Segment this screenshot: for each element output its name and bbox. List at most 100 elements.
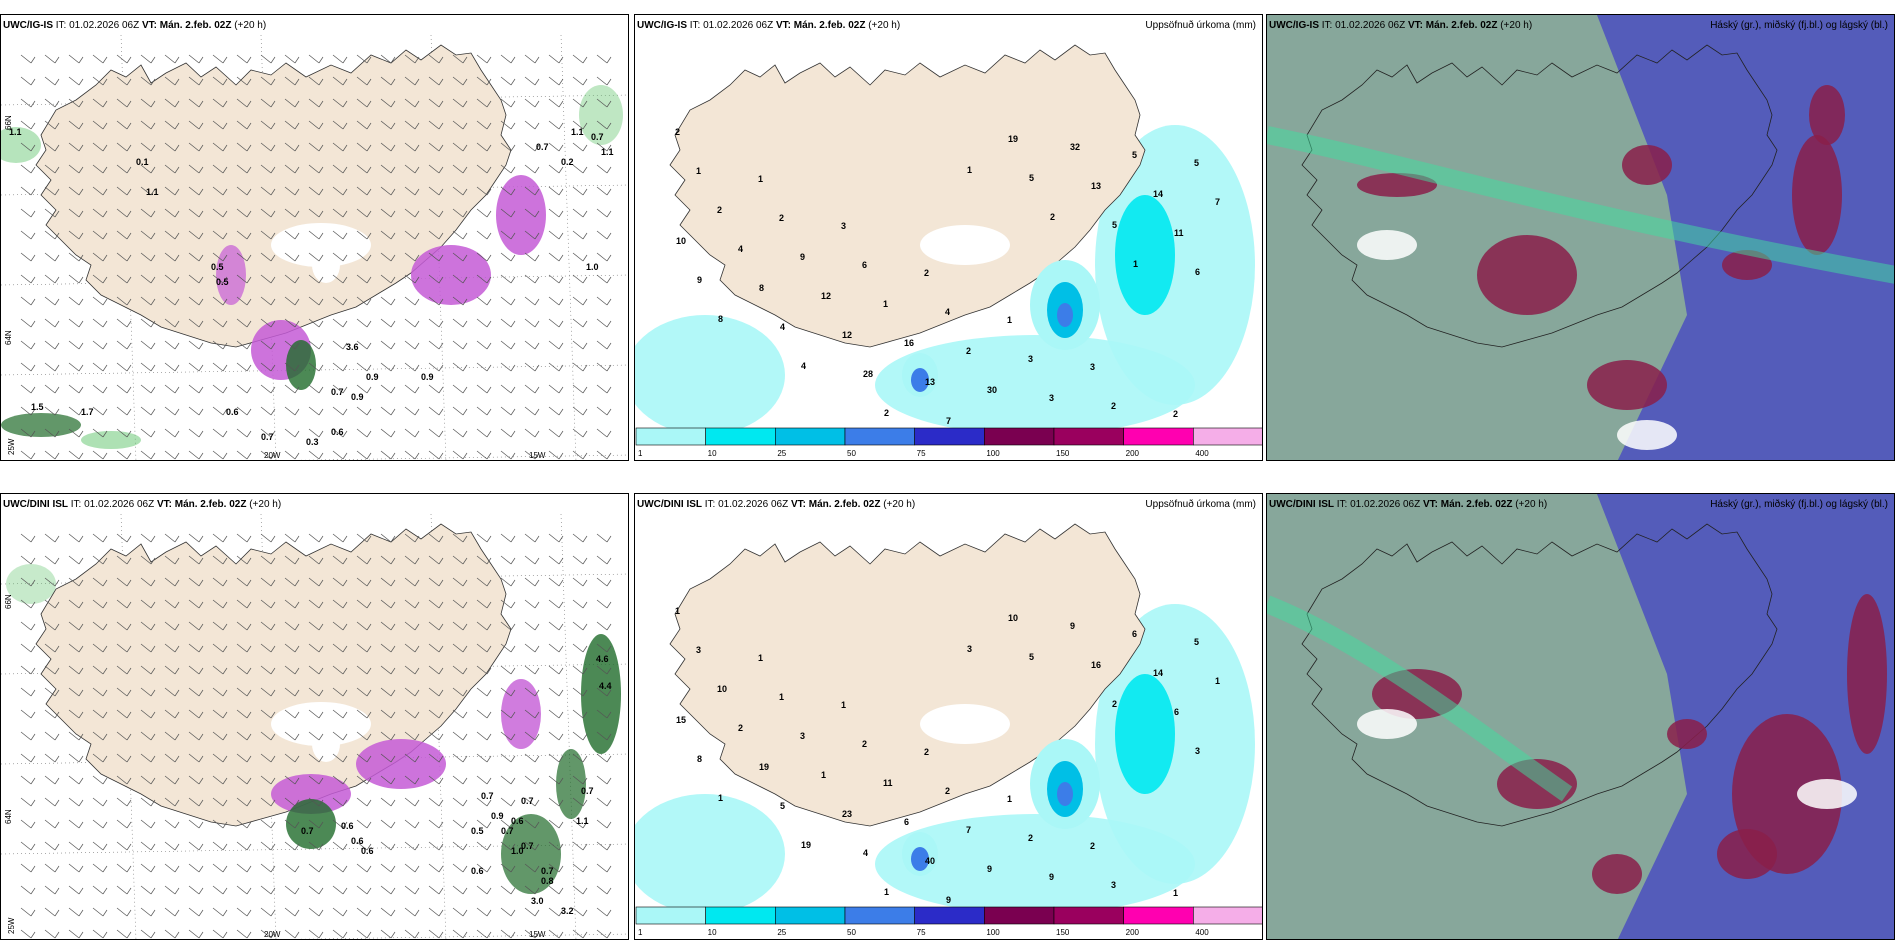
wind-barb xyxy=(140,577,156,587)
wind-barb xyxy=(548,687,564,697)
wind-barb xyxy=(44,929,60,939)
wind-barb xyxy=(380,406,396,416)
axis-label: 15W xyxy=(529,930,546,939)
wind-barb xyxy=(164,186,180,196)
accum-area xyxy=(875,814,1195,914)
precip-value-label: 0.9 xyxy=(366,372,379,382)
precip-value-label: 2 xyxy=(1050,212,1055,222)
wind-barb xyxy=(92,384,108,394)
precip-area xyxy=(286,799,336,849)
wind-barb xyxy=(332,797,348,807)
wind-barb xyxy=(116,907,132,917)
wind-barb xyxy=(260,555,276,565)
iceland-landmass xyxy=(35,44,512,348)
wind-barb xyxy=(236,98,252,108)
wind-barb xyxy=(260,907,276,917)
wind-barb xyxy=(452,76,468,86)
wind-barb xyxy=(116,841,132,851)
wind-barb xyxy=(332,450,348,460)
precip-value-label: 7 xyxy=(966,825,971,835)
wind-barb xyxy=(356,164,372,174)
map-clouds xyxy=(1267,494,1894,939)
wind-barb xyxy=(404,797,420,807)
wind-barb xyxy=(284,76,300,86)
wind-barb xyxy=(236,797,252,807)
wind-barb xyxy=(500,76,516,86)
wind-barb xyxy=(164,885,180,895)
wind-barb xyxy=(44,164,60,174)
wind-barb xyxy=(188,230,204,240)
wind-barb xyxy=(380,450,396,460)
wind-barb xyxy=(332,731,348,741)
wind-barb xyxy=(548,885,564,895)
wind-barb xyxy=(500,230,516,240)
wind-barb xyxy=(500,296,516,306)
wind-barb xyxy=(92,142,108,152)
wind-barb xyxy=(356,709,372,719)
wind-barb xyxy=(332,296,348,306)
wind-barb xyxy=(164,819,180,829)
wind-barb xyxy=(164,841,180,851)
wind-barb xyxy=(68,643,84,653)
wind-barb xyxy=(236,709,252,719)
wind-barb xyxy=(188,687,204,697)
wind-barb xyxy=(92,164,108,174)
wind-barb xyxy=(116,687,132,697)
wind-barb xyxy=(332,208,348,218)
wind-barb xyxy=(92,186,108,196)
wind-barb xyxy=(68,450,84,460)
wind-barb xyxy=(188,164,204,174)
wind-barb xyxy=(92,819,108,829)
precip-area xyxy=(1,413,81,437)
precip-value-label: 0.9 xyxy=(421,372,434,382)
wind-barb xyxy=(68,164,84,174)
precip-value-label: 2 xyxy=(675,127,680,137)
panel-title: Uppsöfnuð úrkoma (mm) xyxy=(1145,20,1256,31)
wind-barb xyxy=(404,819,420,829)
precip-value-label: 5 xyxy=(1029,652,1034,662)
precip-value-label: 16 xyxy=(1091,660,1101,670)
wind-barb xyxy=(476,142,492,152)
wind-barb xyxy=(524,274,540,284)
wind-barb xyxy=(20,577,36,587)
wind-barb xyxy=(524,98,540,108)
colorbar: 1 10 25 50 75 100 150 200 400 xyxy=(635,906,1262,937)
wind-barb xyxy=(236,406,252,416)
wind-barb xyxy=(260,296,276,306)
wind-barb xyxy=(140,142,156,152)
wind-barb xyxy=(44,599,60,609)
wind-barb xyxy=(212,450,228,460)
wind-barb xyxy=(524,384,540,394)
wind-barb xyxy=(356,340,372,350)
wind-barb xyxy=(332,687,348,697)
wind-barb xyxy=(476,362,492,372)
wind-barb xyxy=(332,775,348,785)
wind-barb xyxy=(500,797,516,807)
wind-barb xyxy=(236,885,252,895)
wind-barb xyxy=(284,533,300,543)
wind-barb xyxy=(92,643,108,653)
precip-value-label: 0.5 xyxy=(471,826,484,836)
wind-barb xyxy=(260,428,276,438)
wind-barb xyxy=(140,98,156,108)
wind-barb xyxy=(404,120,420,130)
wind-barb xyxy=(476,841,492,851)
colorbar-swatch xyxy=(1193,427,1262,446)
precip-value-label: 1 xyxy=(1215,676,1220,686)
wind-barb xyxy=(380,885,396,895)
wind-barb xyxy=(44,208,60,218)
wind-barb xyxy=(188,318,204,328)
wind-barb xyxy=(380,797,396,807)
wind-barb xyxy=(548,98,564,108)
wind-barb xyxy=(308,797,324,807)
wind-barb xyxy=(428,753,444,763)
wind-barb xyxy=(452,230,468,240)
colorbar-swatch xyxy=(1123,906,1194,925)
wind-barb xyxy=(404,863,420,873)
wind-barb xyxy=(500,555,516,565)
wind-barb xyxy=(332,885,348,895)
wind-barb xyxy=(380,252,396,262)
wind-barb xyxy=(572,709,588,719)
wind-barb xyxy=(68,841,84,851)
wind-barb xyxy=(212,797,228,807)
